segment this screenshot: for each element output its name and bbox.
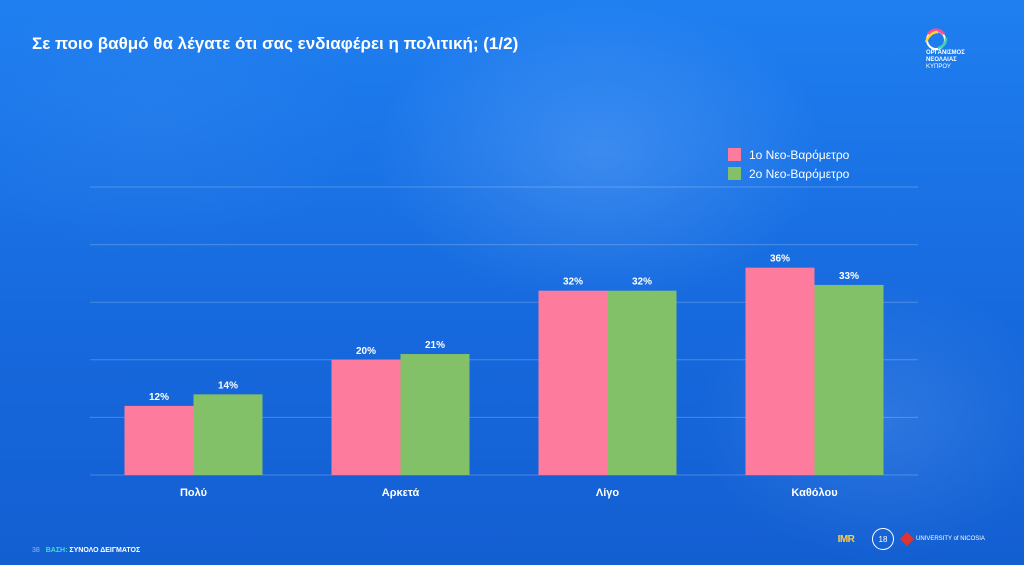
bar-series-1 — [745, 267, 815, 475]
bar-series-1 — [331, 359, 401, 475]
logo-text-line-2: ΝΕΟΛΑΙΑΣ — [926, 57, 957, 63]
legend-item-series-2: 2ο Νεο-Βαρόμετρο — [728, 164, 849, 183]
chart-legend: 1ο Νεο-Βαρόμετρο 2ο Νεο-Βαρόμετρο — [728, 145, 849, 183]
bar-series-2 — [400, 354, 470, 475]
bar-series-1 — [124, 405, 194, 475]
data-label: 14% — [218, 380, 238, 391]
base-value: ΣΥΝΟΛΟ ΔΕΙΓΜΑΤΟΣ — [69, 547, 141, 554]
category-label: Καθόλου — [791, 487, 837, 499]
bar-series-2 — [607, 290, 677, 475]
page-title: Σε ποιο βαθμό θα λέγατε ότι σας ενδιαφέρ… — [32, 34, 519, 53]
legend-item-series-1: 1ο Νεο-Βαρόμετρο — [728, 145, 849, 164]
youth-board-logo-icon — [924, 28, 948, 50]
imr-logo: IMR — [837, 533, 855, 545]
data-label: 33% — [839, 271, 859, 282]
legend-swatch-series-2 — [728, 167, 741, 180]
category-label: Πολύ — [180, 487, 207, 499]
logo-text-line-1: ΟΡΓΑΝΙΣΜΟΣ — [926, 50, 965, 56]
data-label: 12% — [149, 392, 169, 403]
bar-series-2 — [193, 394, 263, 475]
legend-label-series-1: 1ο Νεο-Βαρόμετρο — [749, 147, 850, 162]
data-label: 20% — [356, 346, 376, 357]
page-number: 38 — [32, 547, 40, 554]
data-label: 32% — [563, 277, 583, 288]
legend-swatch-series-1 — [728, 148, 741, 161]
youth-board-logo: ΟΡΓΑΝΙΣΜΟΣ ΝΕΟΛΑΙΑΣ ΚΥΠΡΟΥ — [916, 28, 996, 84]
data-label: 36% — [770, 254, 790, 265]
anniversary-badge: 18 — [872, 528, 894, 550]
base-label: ΒΑΣΗ: — [45, 547, 68, 554]
partner-logos: IMR 18 UNIVERSITY of NICOSIA — [828, 528, 985, 550]
footer-base: 38 ΒΑΣΗ: ΣΥΝΟΛΟ ΔΕΙΓΜΑΤΟΣ — [32, 547, 140, 554]
category-label: Λίγο — [596, 487, 620, 499]
university-mark-icon — [899, 531, 915, 547]
youth-board-logo-text: ΟΡΓΑΝΙΣΜΟΣ ΝΕΟΛΑΙΑΣ ΚΥΠΡΟΥ — [926, 50, 996, 71]
bar-series-1 — [538, 290, 608, 475]
data-label: 32% — [632, 277, 652, 288]
legend-label-series-2: 2ο Νεο-Βαρόμετρο — [749, 166, 850, 181]
university-logo: UNIVERSITY of NICOSIA — [899, 531, 985, 547]
university-name: UNIVERSITY of NICOSIA — [916, 536, 985, 542]
bar-series-2 — [814, 284, 884, 475]
category-label: Αρκετά — [382, 487, 420, 499]
logo-text-line-3: ΚΥΠΡΟΥ — [926, 64, 951, 70]
data-label: 21% — [425, 340, 445, 351]
